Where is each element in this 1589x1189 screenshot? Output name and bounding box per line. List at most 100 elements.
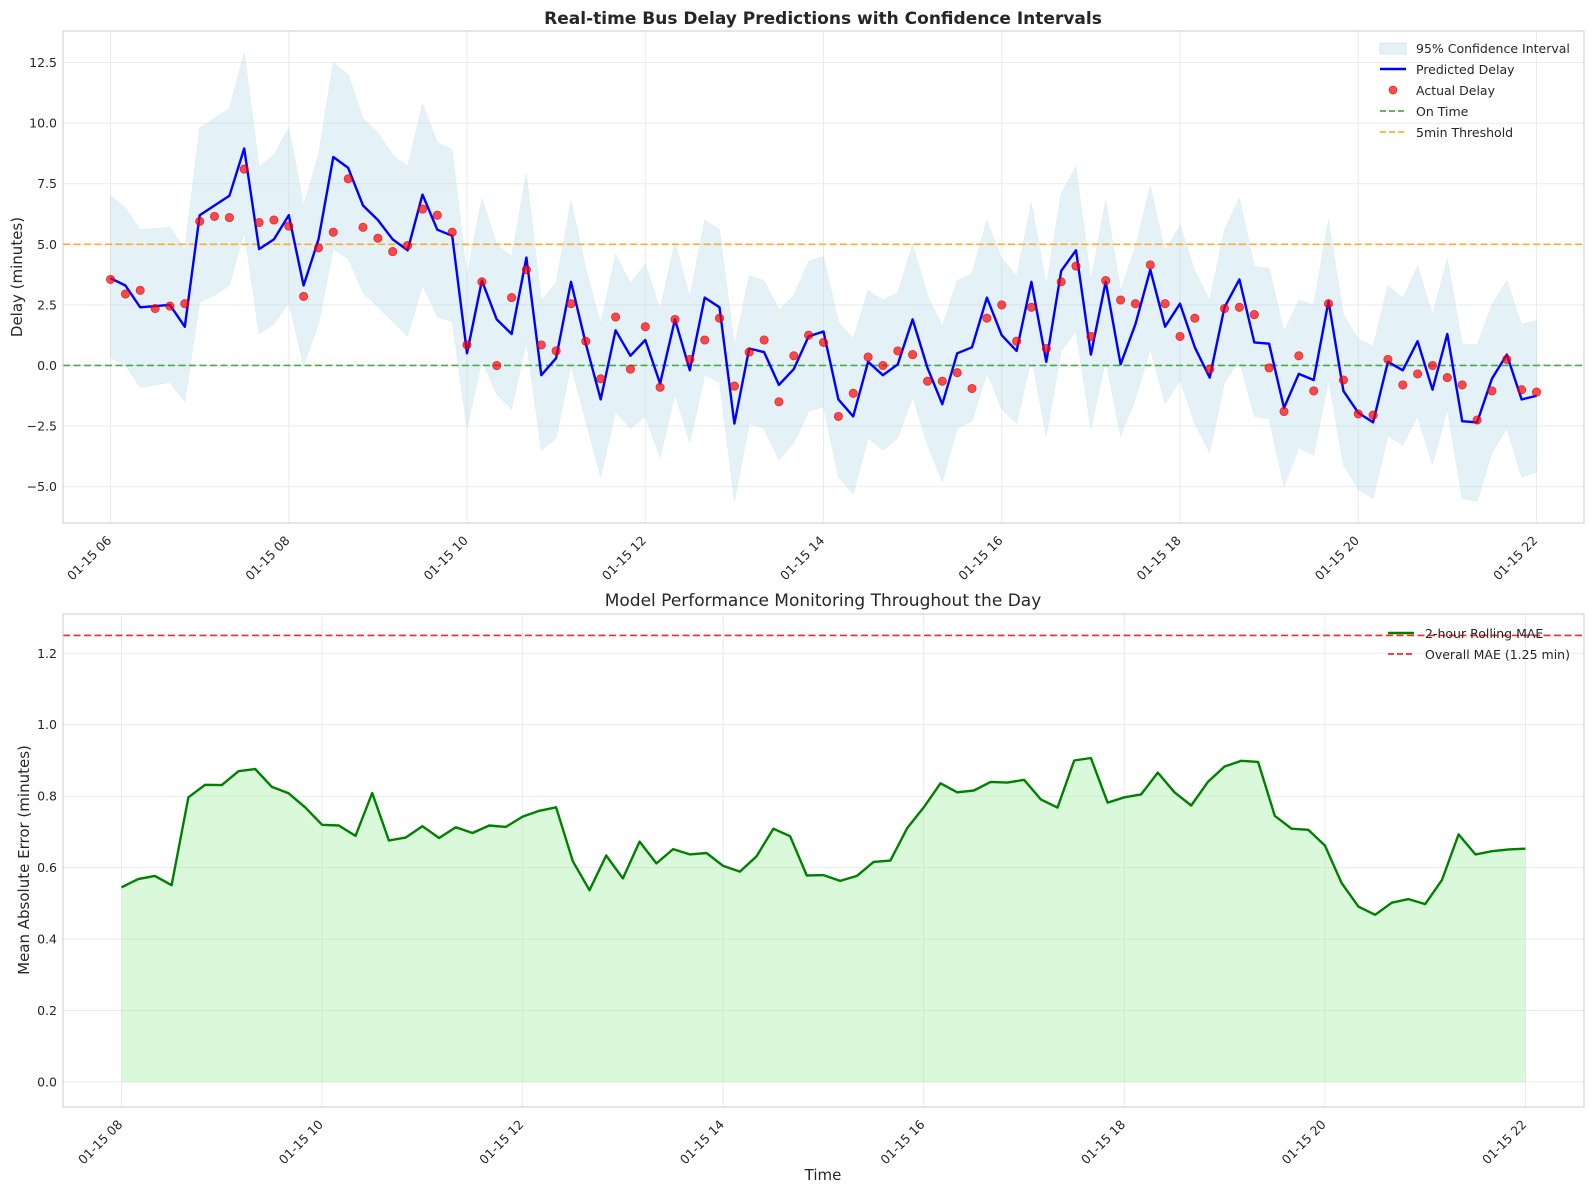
actual-delay-point (521, 265, 531, 275)
actual-delay-point (1219, 303, 1230, 314)
actual-delay-point (462, 340, 472, 350)
chart-title: Real-time Bus Delay Predictions with Con… (544, 9, 1102, 29)
actual-delay-point (1130, 299, 1140, 309)
actual-delay-point (1160, 299, 1170, 309)
actual-delay-point (224, 213, 234, 223)
rolling-mae-line (120, 756, 1526, 916)
actual-delay-point (1323, 299, 1334, 309)
actual-delay-point (1249, 310, 1259, 320)
actual-delay-point (1116, 295, 1126, 305)
legend: 95% Confidence Interval Predicted Delay … (1379, 41, 1570, 140)
plot-frame (62, 30, 1585, 524)
actual-delay-point (700, 335, 710, 345)
actual-delay-point (581, 336, 591, 346)
actual-delay-point (1071, 261, 1081, 271)
actual-delay-point (1531, 387, 1542, 397)
actual-delay-point (1190, 313, 1200, 323)
actual-delay-point (358, 222, 368, 232)
actual-delay-point (1517, 385, 1527, 395)
confidence-interval-band (110, 52, 1537, 502)
actual-delay-point (1413, 369, 1423, 379)
performance-monitoring-chart: Model Performance Monitoring Throughout … (15, 591, 1585, 1184)
chart-title: Model Performance Monitoring Throughout … (605, 591, 1042, 611)
legend-label-predicted: Predicted Delay (1416, 62, 1515, 77)
actual-delay-point (714, 313, 725, 323)
actual-delay-point (804, 330, 814, 340)
actual-delay-point (982, 313, 992, 323)
actual-delay-point (789, 351, 799, 361)
legend-label-actual: Actual Delay (1416, 83, 1496, 98)
actual-delay-point (952, 368, 962, 378)
y-tick-label: 5.0 (37, 237, 57, 252)
y-tick-label: 10.0 (29, 116, 57, 131)
plot-frame (62, 613, 1585, 1108)
actual-delay-point (922, 376, 933, 386)
actual-delay-point (893, 346, 903, 356)
actual-delay-point (135, 285, 145, 295)
actual-delay-point (997, 300, 1007, 310)
actual-delay-point (313, 243, 324, 253)
actual-delay-point (863, 352, 873, 362)
actual-delay-point (180, 299, 190, 309)
actual-delay-point (239, 164, 249, 174)
y-tick-label: 0.8 (37, 789, 57, 804)
rolling-mae-area (121, 758, 1526, 1082)
actual-delay-point (165, 301, 175, 311)
actual-delay-point (640, 322, 650, 332)
actual-delay-point (403, 240, 413, 251)
actual-delay-points (105, 164, 1542, 425)
actual-delay-point (432, 210, 442, 220)
actual-delay-point (1442, 373, 1452, 383)
actual-delay-point (1294, 351, 1304, 361)
actual-delay-point (105, 274, 116, 284)
actual-delay-point (1487, 386, 1497, 396)
actual-delay-point (685, 354, 695, 364)
actual-delay-point (269, 215, 279, 225)
actual-delay-point (744, 347, 754, 357)
actual-delay-point (1502, 354, 1512, 364)
legend-label-overall-mae: Overall MAE (1.25 min) (1425, 647, 1570, 662)
actual-delay-point (1383, 354, 1393, 364)
y-tick-label: 0.0 (37, 358, 57, 373)
actual-delay-point (477, 277, 487, 287)
grid-lines (63, 614, 1584, 1107)
actual-delay-point (507, 293, 517, 303)
actual-delay-point (1101, 276, 1111, 286)
y-tick-label: 12.5 (29, 55, 57, 70)
actual-delay-point (150, 303, 160, 314)
actual-delay-point (596, 374, 606, 384)
legend-label-rolling-mae: 2-hour Rolling MAE (1425, 626, 1543, 641)
y-axis-label: Mean Absolute Error (minutes) (15, 745, 33, 975)
legend-swatch-ci (1379, 42, 1407, 55)
actual-delay-point (1279, 406, 1289, 417)
actual-delay-point (1205, 364, 1215, 374)
y-tick-label: −2.5 (27, 419, 57, 434)
actual-delay-point (878, 360, 888, 371)
actual-delay-point (299, 291, 309, 301)
y-tick-labels: −5.0 −2.5 0.0 2.5 5.0 7.5 10.0 12.5 (27, 55, 57, 494)
actual-delay-point (670, 314, 680, 324)
actual-delay-point (388, 247, 398, 257)
actual-delay-point (1041, 343, 1051, 354)
actual-delay-point (1234, 302, 1244, 312)
actual-delay-point (1353, 409, 1363, 419)
actual-delay-point (1056, 277, 1066, 287)
actual-delay-point (818, 337, 829, 347)
actual-delay-point (1026, 302, 1036, 312)
y-tick-label: 2.5 (37, 297, 57, 312)
actual-delay-point (1086, 331, 1096, 341)
actual-delay-point (908, 350, 918, 360)
actual-delay-point (833, 411, 843, 421)
actual-delay-point (343, 174, 353, 184)
legend: 2-hour Rolling MAE Overall MAE (1.25 min… (1388, 626, 1570, 662)
actual-delay-point (492, 360, 502, 371)
actual-delay-point (284, 221, 294, 231)
actual-delay-point (1472, 415, 1482, 425)
actual-delay-point (1427, 360, 1438, 371)
actual-delay-point (417, 204, 428, 214)
actual-delay-point (655, 382, 665, 392)
actual-delay-point (611, 312, 621, 322)
actual-delay-point (937, 376, 947, 386)
actual-delay-point (328, 227, 338, 237)
